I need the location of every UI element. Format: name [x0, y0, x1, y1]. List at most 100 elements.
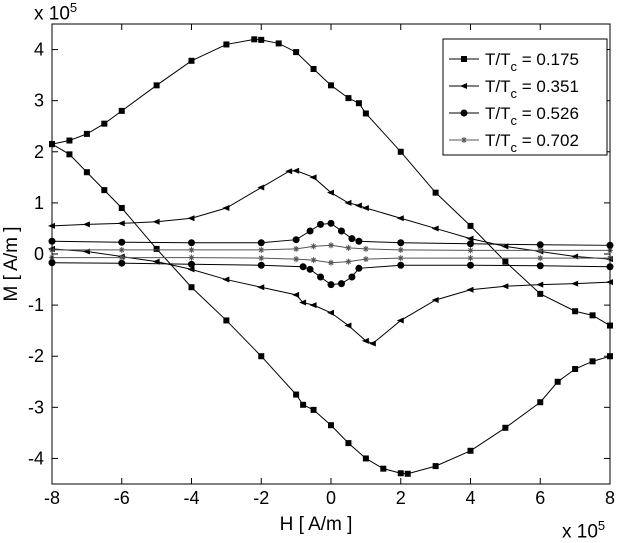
- data-point: [310, 65, 317, 72]
- data-point: [355, 264, 363, 272]
- data-point: [327, 189, 334, 196]
- data-point: [467, 240, 474, 248]
- legend-marker: [460, 83, 467, 89]
- data-point: [118, 107, 125, 114]
- data-point: [310, 243, 317, 250]
- data-point: [327, 219, 335, 227]
- data-point: [258, 36, 265, 43]
- legend-entry: T/Tc = 0.175: [449, 50, 579, 74]
- data-point: [292, 167, 300, 174]
- data-point: [345, 244, 352, 251]
- data-point: [589, 358, 596, 365]
- data-point: [345, 258, 352, 265]
- data-point: [345, 440, 352, 447]
- data-point: [188, 57, 195, 64]
- data-point: [117, 220, 125, 227]
- data-point: [223, 317, 230, 324]
- data-point: [536, 241, 544, 249]
- data-point: [396, 215, 404, 222]
- data-point: [337, 227, 345, 235]
- data-point: [292, 236, 300, 244]
- data-point: [188, 260, 195, 268]
- y-tick-label: 2: [34, 142, 44, 162]
- data-point: [344, 199, 352, 206]
- data-point: [589, 312, 596, 319]
- data-point: [368, 340, 376, 347]
- data-point: [432, 189, 439, 196]
- data-point: [361, 205, 369, 211]
- data-point: [537, 255, 544, 262]
- data-point: [82, 221, 90, 228]
- data-point: [344, 322, 352, 329]
- data-point: [285, 168, 293, 175]
- data-point: [327, 281, 335, 289]
- data-point: [66, 137, 73, 144]
- legend: T/Tc = 0.175 T/Tc = 0.351 T/Tc = 0.526 T/Tc…: [442, 38, 608, 156]
- data-point: [467, 447, 474, 454]
- data-point: [355, 100, 362, 107]
- data-point: [362, 110, 369, 117]
- data-point: [118, 254, 125, 261]
- data-point: [293, 391, 300, 398]
- data-point: [309, 302, 317, 309]
- data-point: [292, 291, 300, 298]
- data-point: [258, 255, 265, 262]
- x-tick-label: -2: [253, 488, 269, 508]
- data-point: [354, 202, 362, 209]
- data-point: [397, 239, 405, 247]
- legend-box: [442, 38, 608, 156]
- data-point: [572, 366, 579, 372]
- data-point: [362, 245, 369, 252]
- data-point: [101, 187, 108, 194]
- data-point: [306, 265, 314, 273]
- data-point: [362, 256, 369, 263]
- data-point: [118, 238, 126, 246]
- y-axis-label: M [ A/m ]: [1, 227, 22, 302]
- series-3: [49, 242, 613, 266]
- data-point: [501, 283, 509, 290]
- data-point: [466, 235, 474, 242]
- data-point: [310, 257, 317, 264]
- data-point: [572, 308, 579, 315]
- data-point: [537, 399, 544, 406]
- y-tick-label: 1: [34, 193, 44, 213]
- data-point: [317, 273, 325, 281]
- legend-entry: T/Tc = 0.702: [449, 131, 579, 155]
- data-point: [188, 239, 195, 247]
- data-point: [66, 151, 73, 158]
- data-point: [317, 220, 325, 228]
- x-tick-label: 8: [605, 488, 615, 508]
- data-point: [554, 378, 561, 385]
- data-point: [397, 261, 405, 269]
- data-point: [187, 215, 195, 222]
- data-point: [467, 261, 474, 269]
- data-point: [502, 258, 509, 265]
- x-axis-multiplier: x 105: [562, 518, 606, 543]
- data-point: [362, 455, 369, 462]
- y-tick-label: -1: [28, 295, 44, 315]
- data-point: [222, 205, 230, 211]
- data-point: [83, 169, 90, 176]
- data-point: [397, 470, 404, 477]
- data-point: [397, 246, 404, 253]
- y-tick-label: 4: [34, 40, 44, 60]
- data-point: [328, 82, 334, 89]
- legend-label: T/Tc = 0.351: [485, 77, 579, 101]
- data-point: [101, 120, 108, 127]
- data-point: [310, 406, 317, 413]
- y-tick-label: -2: [28, 346, 44, 366]
- data-point: [328, 259, 334, 266]
- data-point: [537, 290, 544, 297]
- data-point: [348, 273, 356, 281]
- legend-marker: [461, 137, 467, 143]
- legend-marker: [461, 56, 467, 62]
- data-point: [467, 247, 474, 254]
- data-point: [223, 41, 230, 48]
- data-point: [222, 276, 230, 283]
- y-tick-label: -3: [28, 397, 44, 417]
- data-point: [348, 235, 356, 243]
- data-point: [501, 243, 509, 250]
- data-point: [293, 49, 300, 56]
- data-point: [404, 470, 411, 477]
